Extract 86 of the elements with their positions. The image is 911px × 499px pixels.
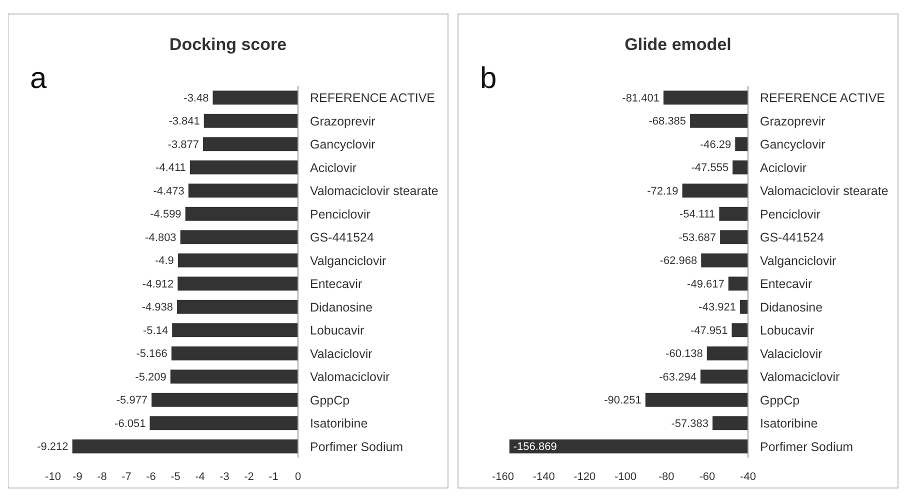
y-tick-label: Didanosine bbox=[760, 300, 823, 314]
data-label: -4.9 bbox=[154, 255, 174, 268]
x-tick-label: -80 bbox=[658, 471, 674, 483]
data-label: -68.385 bbox=[648, 116, 686, 128]
data-label: -3.48 bbox=[184, 92, 209, 104]
y-tick-label: Isatoribine bbox=[310, 416, 368, 430]
y-tick-label: Valganciclovir bbox=[310, 254, 386, 268]
data-label: -47.555 bbox=[691, 162, 729, 174]
data-label: -4.803 bbox=[145, 232, 176, 244]
y-tick-label: Entecavir bbox=[760, 277, 812, 291]
x-tick-label: -60 bbox=[699, 471, 716, 483]
data-label: -54.111 bbox=[680, 208, 716, 221]
text: b bbox=[480, 62, 497, 95]
y-tick-label: GppCp bbox=[310, 393, 350, 408]
y-tick-label: Aciclovir bbox=[760, 160, 807, 175]
data-label: -57.383 bbox=[671, 418, 709, 430]
text: a bbox=[30, 62, 47, 95]
y-tick-label: Valomaciclovir bbox=[760, 370, 840, 384]
data-label: -156.869 bbox=[513, 441, 557, 454]
x-tick-label: -160 bbox=[492, 471, 514, 483]
x-tick-label: -8 bbox=[97, 471, 107, 483]
y-tick-label: REFERENCE ACTIVE bbox=[760, 91, 886, 105]
x-tick-label: -120 bbox=[574, 471, 596, 483]
data-label: -5.166 bbox=[136, 348, 168, 360]
y-tick-label: Aciclovir bbox=[310, 160, 357, 175]
y-tick-label: Grazoprevir bbox=[310, 114, 376, 128]
data-label: -4.912 bbox=[142, 278, 174, 290]
y-tick-label: Didanosine bbox=[310, 300, 373, 314]
y-tick-label: Lobucavir bbox=[760, 324, 814, 338]
x-tick-label: -7 bbox=[122, 471, 132, 483]
x-tick-label: -1 bbox=[268, 471, 278, 483]
y-tick-label: Valomaciclovir stearate bbox=[310, 184, 438, 198]
data-label: -5.14 bbox=[142, 324, 168, 337]
y-tick-label: Porfimer Sodium bbox=[760, 440, 854, 454]
chart-title: Glide emodel bbox=[624, 35, 732, 54]
y-tick-label: Isatoribine bbox=[760, 416, 818, 430]
y-tick-label: Porfimer Sodium bbox=[310, 440, 404, 454]
y-tick-label: Valaciclovir bbox=[310, 346, 372, 361]
x-tick-label: -100 bbox=[614, 471, 637, 483]
x-tick-label: -9 bbox=[72, 471, 82, 483]
x-tick-label: -6 bbox=[146, 471, 156, 483]
y-tick-label: Grazoprevir bbox=[760, 114, 826, 128]
x-tick-label: -4 bbox=[195, 471, 205, 483]
y-tick-label: Penciclovir bbox=[760, 207, 820, 222]
data-label: -4.599 bbox=[150, 208, 182, 221]
x-tick-label: -5 bbox=[170, 471, 180, 483]
chart-title: Docking score bbox=[169, 35, 287, 54]
data-label: -53.687 bbox=[678, 232, 716, 244]
y-tick-label: Penciclovir bbox=[310, 207, 370, 222]
x-tick-label: -10 bbox=[45, 471, 61, 483]
data-label: -72.19 bbox=[647, 185, 678, 198]
x-tick-label: -3 bbox=[220, 471, 230, 483]
data-label: -4.411 bbox=[156, 162, 186, 174]
y-tick-label: GS-441524 bbox=[760, 230, 824, 244]
y-tick-label: GppCp bbox=[760, 393, 800, 408]
x-tick-label: -2 bbox=[244, 471, 254, 483]
data-label: -81.401 bbox=[622, 92, 660, 104]
x-tick-label: 0 bbox=[294, 471, 302, 483]
data-label: -46.29 bbox=[700, 138, 732, 151]
data-label: -63.294 bbox=[659, 371, 696, 384]
data-label: -5.977 bbox=[116, 394, 148, 407]
data-label: -3.841 bbox=[168, 116, 200, 128]
y-tick-label: Valomaciclovir stearate bbox=[760, 184, 888, 198]
data-label: -90.251 bbox=[604, 394, 642, 407]
data-label: -4.938 bbox=[142, 302, 174, 314]
data-label: -62.968 bbox=[660, 255, 698, 268]
data-label: -60.138 bbox=[666, 348, 703, 360]
y-tick-label: Gancyclovir bbox=[310, 138, 376, 152]
y-tick-label: Entecavir bbox=[310, 277, 362, 291]
data-label: -5.209 bbox=[135, 371, 166, 384]
data-label: -9.212 bbox=[37, 441, 68, 454]
y-tick-label: Gancyclovir bbox=[760, 138, 826, 152]
data-label: -3.877 bbox=[168, 138, 200, 151]
data-label: -47.951 bbox=[690, 324, 728, 337]
y-tick-label: GS-441524 bbox=[310, 230, 374, 244]
y-tick-label: Valaciclovir bbox=[760, 346, 822, 361]
x-tick-label: -140 bbox=[532, 471, 555, 483]
data-label: -49.617 bbox=[687, 278, 724, 290]
y-tick-label: REFERENCE ACTIVE bbox=[310, 91, 436, 105]
y-tick-label: Valganciclovir bbox=[760, 254, 836, 268]
x-tick-label: -40 bbox=[740, 471, 756, 483]
data-label: -43.921 bbox=[698, 302, 736, 314]
y-tick-label: Lobucavir bbox=[310, 324, 364, 338]
y-tick-label: Valomaciclovir bbox=[310, 370, 390, 384]
data-label: -4.473 bbox=[153, 185, 184, 198]
data-label: -6.051 bbox=[114, 418, 146, 430]
